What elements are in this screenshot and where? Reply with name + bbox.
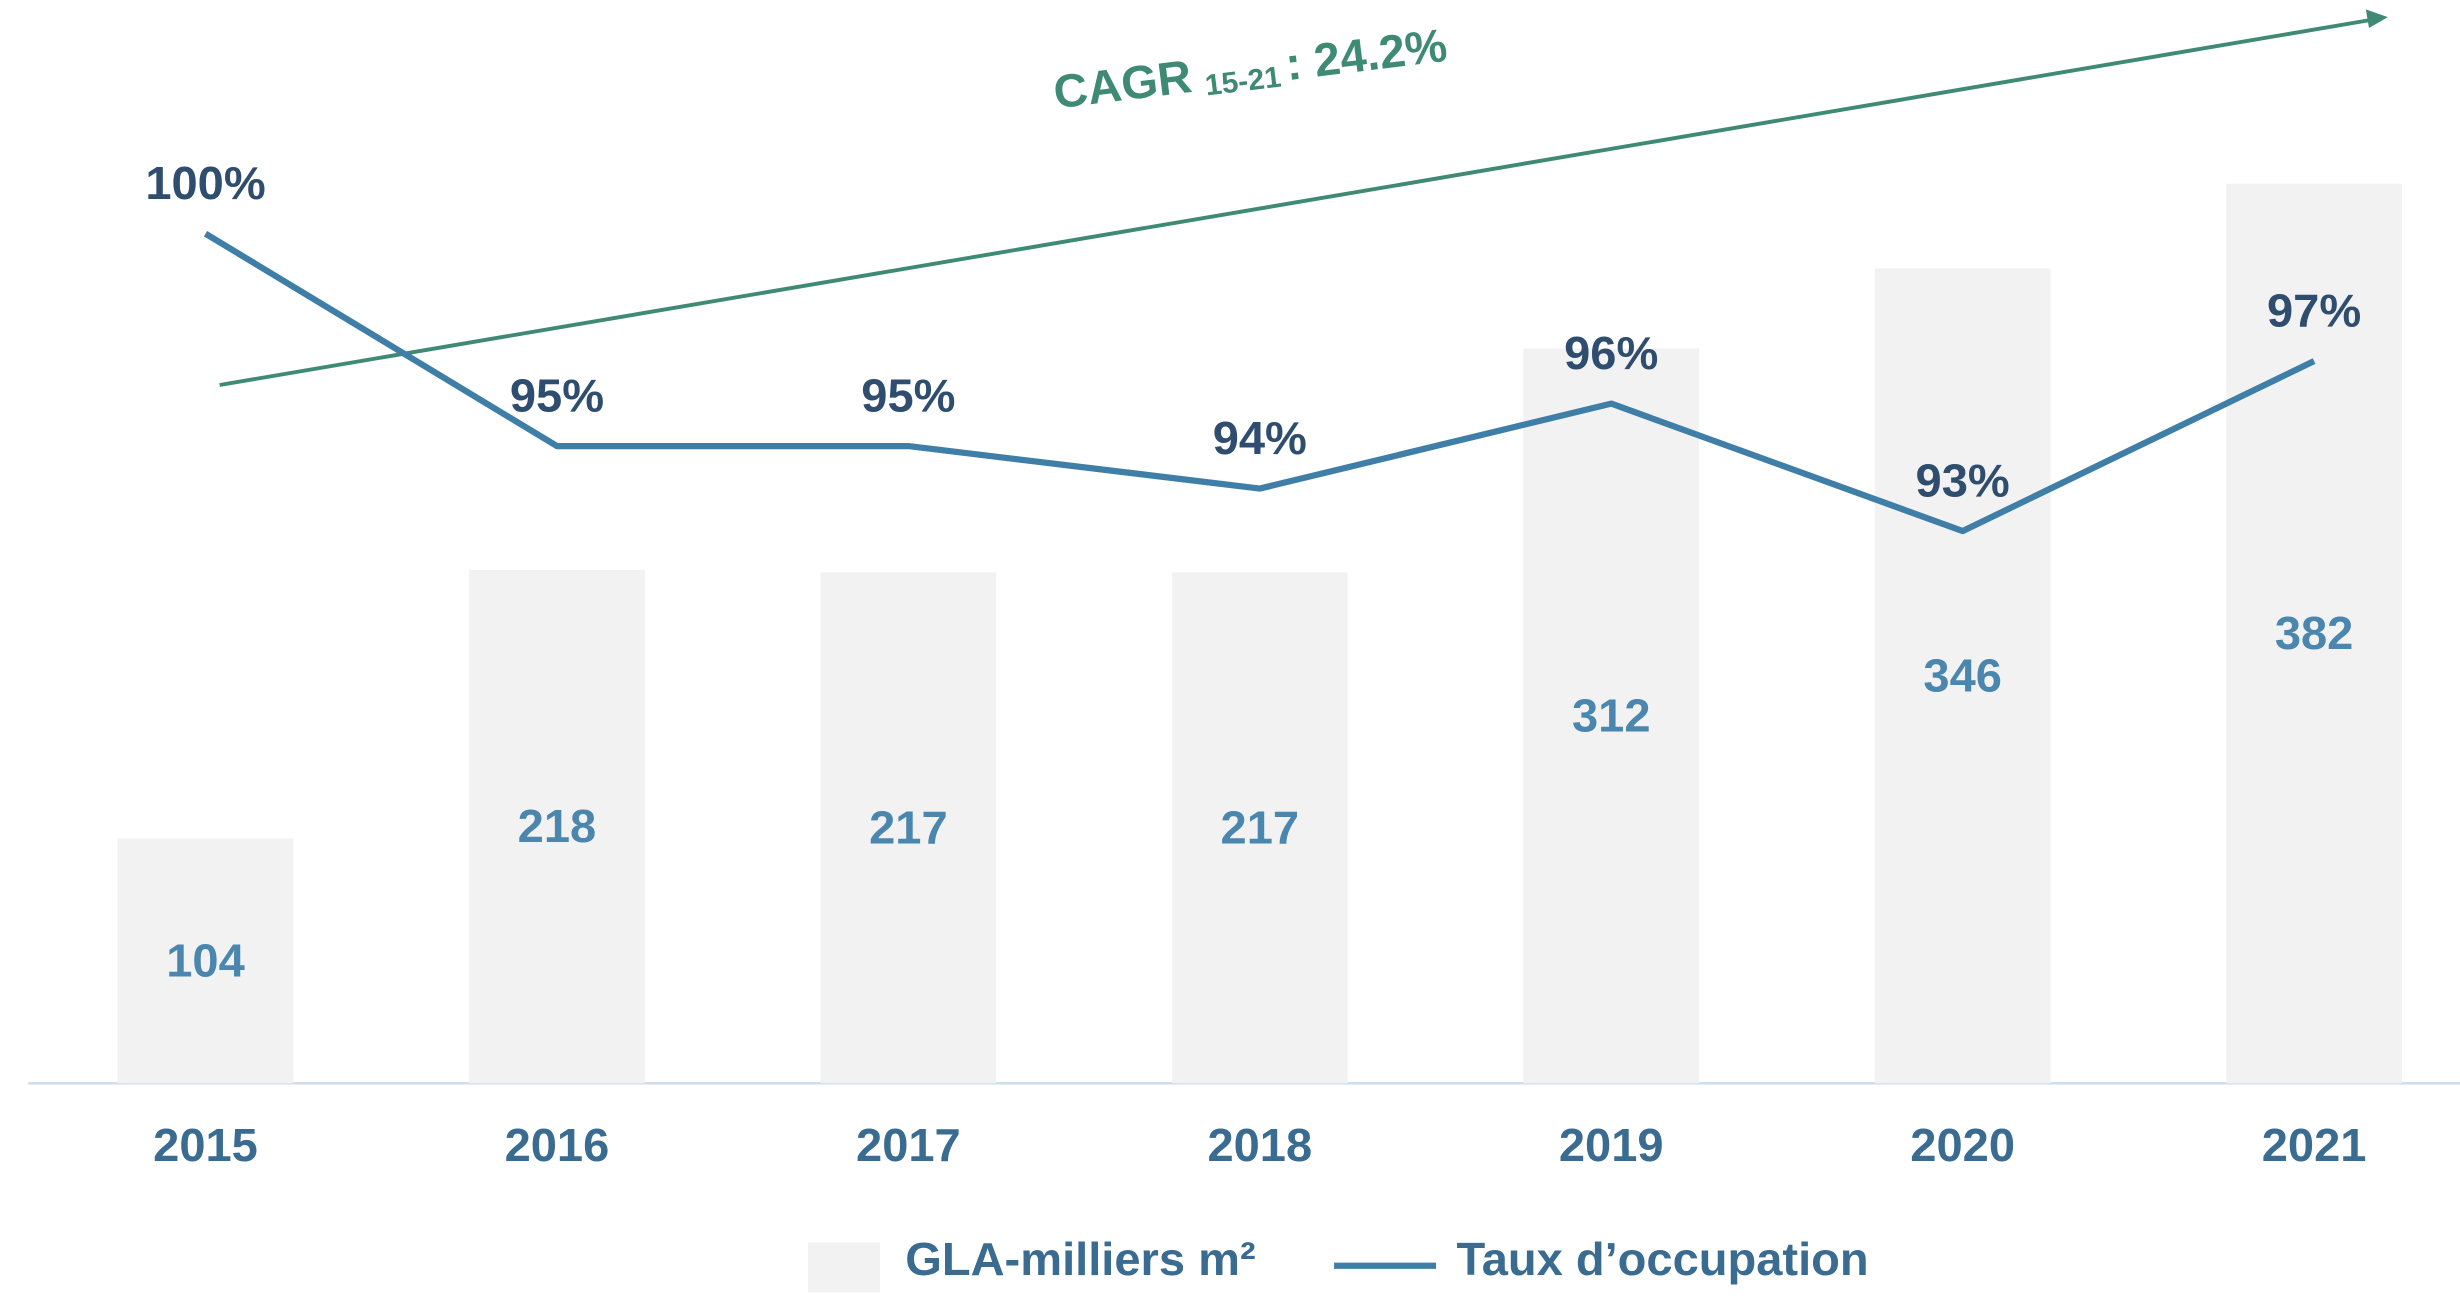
x-tick-label: 2018 bbox=[1207, 1119, 1312, 1171]
cagr-value: : 24.2% bbox=[1283, 19, 1450, 90]
x-tick-label: 2019 bbox=[1559, 1119, 1664, 1171]
line-value-label: 94% bbox=[1213, 412, 1307, 464]
x-tick-label: 2016 bbox=[505, 1119, 610, 1171]
bar bbox=[469, 569, 645, 1084]
line-value-label: 97% bbox=[2267, 285, 2361, 337]
bar-value-label: 217 bbox=[1221, 801, 1300, 853]
line bbox=[203, 230, 2316, 535]
bar bbox=[820, 572, 997, 1084]
bar bbox=[1523, 348, 1700, 1084]
bar-value-label: 382 bbox=[2275, 607, 2354, 659]
bar bbox=[2226, 183, 2402, 1084]
legend-label: GLA-milliers m² bbox=[905, 1233, 1255, 1285]
legend-label: Taux d’occupation bbox=[1456, 1233, 1868, 1285]
legend-swatch bbox=[807, 1242, 881, 1293]
line-value-label: 95% bbox=[510, 370, 604, 422]
bar-value-label: 346 bbox=[1923, 650, 2002, 702]
line-value-label: 100% bbox=[145, 157, 265, 209]
x-tick-label: 2017 bbox=[856, 1119, 961, 1171]
line-value-label: 95% bbox=[861, 370, 955, 422]
cagr-text: CAGR bbox=[1051, 51, 1195, 119]
bar-value-label: 312 bbox=[1572, 690, 1651, 742]
cagr-arrow-head bbox=[2365, 9, 2388, 29]
cagr-annotation: CAGR 15-21: 24.2% bbox=[219, 9, 2388, 387]
line-value-label: 93% bbox=[1916, 455, 2010, 507]
cagr-label: CAGR 15-21: 24.2% bbox=[1051, 19, 1450, 120]
bar-value-label: 217 bbox=[869, 801, 948, 853]
cagr-subscript: 15-21 bbox=[1203, 60, 1283, 102]
x-tick-label: 2021 bbox=[2262, 1119, 2367, 1171]
x-tick-label: 2020 bbox=[1910, 1119, 2015, 1171]
bar-value-label: 218 bbox=[518, 800, 597, 852]
bar bbox=[1874, 268, 2051, 1084]
x-tick-label: 2015 bbox=[153, 1119, 258, 1171]
bar bbox=[117, 838, 294, 1084]
cagr-arrow bbox=[219, 18, 2370, 387]
bar bbox=[1171, 572, 1348, 1084]
bar-value-label: 104 bbox=[166, 934, 245, 986]
line-value-label: 96% bbox=[1564, 327, 1658, 379]
